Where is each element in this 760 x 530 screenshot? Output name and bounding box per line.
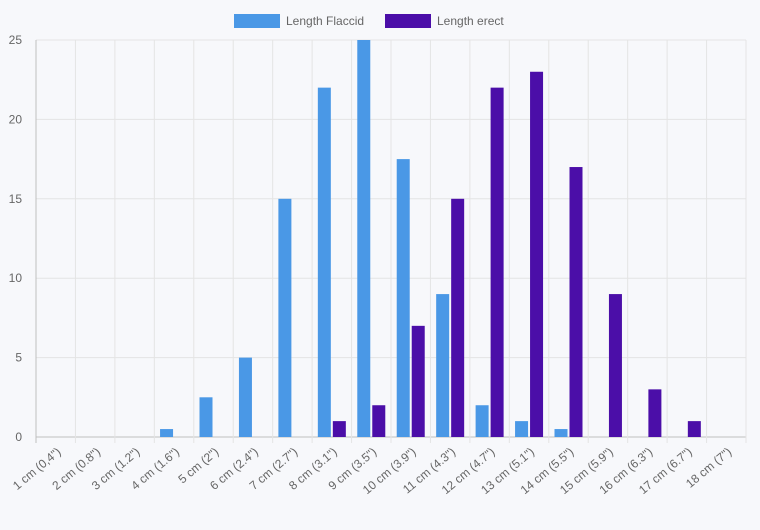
bar-flaccid[interactable] — [160, 429, 174, 437]
y-tick-label: 10 — [9, 271, 23, 285]
legend-item-flaccid[interactable]: Length Flaccid — [234, 14, 364, 28]
chart-grid — [35, 39, 747, 443]
bar-flaccid[interactable] — [238, 357, 252, 437]
legend-label-flaccid: Length Flaccid — [286, 14, 364, 28]
bar-erect[interactable] — [687, 421, 701, 437]
bar-erect[interactable] — [451, 198, 465, 437]
y-tick-label: 0 — [15, 430, 22, 444]
bar-erect[interactable] — [411, 325, 425, 437]
y-tick-label: 25 — [9, 33, 23, 47]
bar-flaccid[interactable] — [199, 397, 213, 437]
legend-swatch-erect — [385, 14, 431, 28]
bar-erect[interactable] — [648, 389, 662, 437]
bar-flaccid[interactable] — [317, 87, 331, 437]
y-tick-label: 20 — [9, 112, 23, 126]
bar-erect[interactable] — [569, 167, 583, 438]
bar-erect[interactable] — [372, 405, 386, 437]
y-tick-label: 15 — [9, 192, 23, 206]
bar-flaccid[interactable] — [357, 40, 371, 437]
legend-swatch-flaccid — [234, 14, 280, 28]
legend-item-erect[interactable]: Length erect — [385, 14, 504, 28]
legend-label-erect: Length erect — [437, 14, 504, 28]
y-axis-ticks: 0 5 10 15 20 25 — [9, 33, 23, 444]
bar-erect[interactable] — [490, 87, 504, 437]
bar-flaccid[interactable] — [436, 294, 450, 437]
chart-legend: Length Flaccid Length erect — [234, 14, 504, 28]
y-tick-label: 5 — [15, 351, 22, 365]
bar-flaccid[interactable] — [396, 159, 410, 437]
bar-flaccid[interactable] — [278, 198, 292, 437]
bar-flaccid[interactable] — [475, 405, 489, 437]
bar-erect[interactable] — [332, 421, 346, 437]
bar-erect[interactable] — [530, 71, 544, 437]
x-axis-ticks: 1 cm (0,4")2 cm (0.8")3 cm (1.2")4 cm (1… — [10, 445, 734, 497]
bar-erect[interactable] — [608, 294, 622, 437]
bar-flaccid[interactable] — [554, 429, 568, 437]
chart-bars — [160, 40, 701, 438]
bar-flaccid[interactable] — [515, 421, 529, 437]
